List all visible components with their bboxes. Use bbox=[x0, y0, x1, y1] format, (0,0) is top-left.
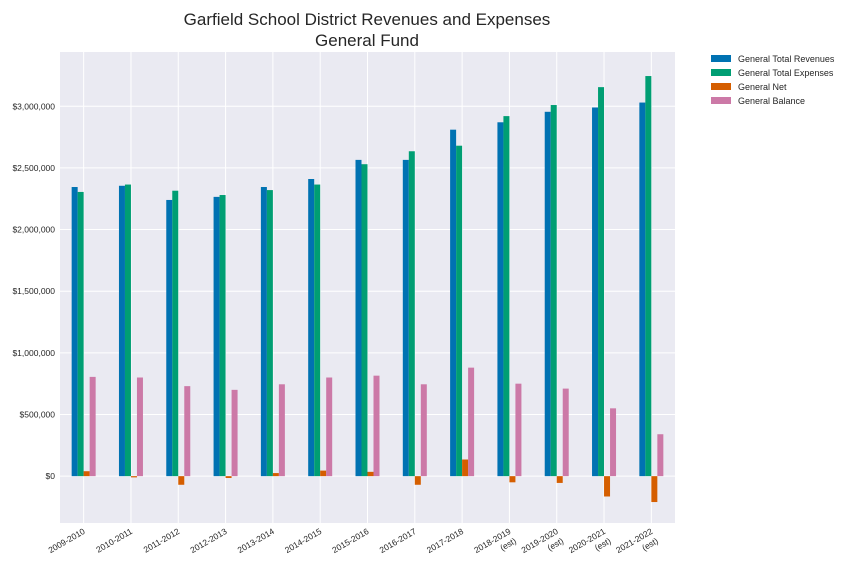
bar-general-net bbox=[83, 471, 90, 477]
x-tick-label: 2021-2022(est) bbox=[614, 526, 660, 555]
y-tick-label: $2,500,000 bbox=[12, 163, 55, 173]
y-tick-label: $500,000 bbox=[20, 409, 56, 419]
bar-general-total-expenses bbox=[266, 190, 273, 477]
bar-general-total-expenses bbox=[503, 116, 510, 477]
legend-swatch bbox=[711, 83, 731, 90]
bar-general-total-expenses bbox=[219, 195, 226, 477]
bar-general-balance bbox=[184, 386, 191, 477]
bar-general-total-expenses bbox=[172, 190, 179, 477]
bar-general-net bbox=[225, 476, 232, 478]
bars bbox=[71, 76, 664, 503]
bar-general-total-revenues bbox=[402, 159, 409, 477]
chart-title-line-1: Garfield School District Revenues and Ex… bbox=[184, 10, 551, 29]
bar-general-total-revenues bbox=[639, 102, 646, 477]
bar-general-net bbox=[272, 473, 279, 477]
bar-general-balance bbox=[515, 383, 522, 477]
bar-general-balance bbox=[420, 384, 427, 477]
bar-general-balance bbox=[468, 367, 475, 477]
bar-general-balance bbox=[610, 408, 617, 477]
bar-general-total-revenues bbox=[308, 178, 315, 477]
y-tick-label: $0 bbox=[46, 471, 56, 481]
bar-general-balance bbox=[278, 384, 285, 477]
x-tick-label: 2019-2020(est) bbox=[520, 526, 566, 555]
x-tick-label: 2016-2017 bbox=[378, 526, 418, 555]
x-tick-label-line: 2014-2015 bbox=[283, 526, 323, 555]
x-tick-label-line: 2011-2012 bbox=[142, 526, 182, 555]
x-tick-label: 2011-2012 bbox=[142, 526, 182, 555]
bar-general-total-revenues bbox=[118, 185, 125, 477]
x-tick-label: 2017-2018 bbox=[425, 526, 465, 555]
bar-general-total-expenses bbox=[456, 145, 463, 477]
chart-title-line-2: General Fund bbox=[315, 31, 419, 50]
legend[interactable]: General Total Revenues General Total Expe… bbox=[711, 54, 835, 106]
x-tick-label: 2009-2010 bbox=[46, 526, 86, 555]
x-tick-label: 2010-2011 bbox=[94, 526, 134, 555]
bar-general-balance bbox=[231, 389, 238, 477]
bar-general-net bbox=[604, 476, 611, 497]
x-tick-label-line: 2016-2017 bbox=[378, 526, 418, 555]
bar-general-total-revenues bbox=[213, 196, 220, 477]
bar-general-net bbox=[367, 471, 374, 477]
legend-swatch bbox=[711, 97, 731, 104]
bar-general-balance bbox=[657, 434, 664, 477]
y-tick-label: $1,000,000 bbox=[12, 348, 55, 358]
bar-general-net bbox=[178, 476, 185, 485]
y-tick-label: $2,000,000 bbox=[12, 225, 55, 235]
x-tick-label-line: 2017-2018 bbox=[425, 526, 465, 555]
bar-general-net bbox=[462, 459, 469, 477]
bar-general-net bbox=[651, 476, 658, 503]
bar-general-total-revenues bbox=[592, 107, 599, 477]
legend-label: General Total Revenues bbox=[738, 54, 835, 64]
legend-label: General Balance bbox=[738, 96, 805, 106]
bar-general-total-expenses bbox=[77, 191, 84, 477]
bar-general-net bbox=[509, 476, 516, 483]
x-axis-ticks: 2009-2010 2010-2011 2011-2012 2012-2013 2013… bbox=[46, 526, 660, 555]
bar-general-total-revenues bbox=[355, 159, 362, 477]
bar-general-total-expenses bbox=[124, 184, 131, 477]
legend-swatch bbox=[711, 55, 731, 62]
x-tick-label: 2012-2013 bbox=[188, 526, 228, 555]
x-tick-label: 2014-2015 bbox=[283, 526, 323, 555]
y-tick-label: $1,500,000 bbox=[12, 286, 55, 296]
y-tick-label: $3,000,000 bbox=[12, 101, 55, 111]
x-tick-label-line: 2012-2013 bbox=[188, 526, 228, 555]
bar-general-balance bbox=[373, 375, 380, 477]
x-tick-label-line: 2015-2016 bbox=[330, 526, 370, 555]
bar-general-balance bbox=[89, 376, 96, 477]
bar-general-total-expenses bbox=[598, 87, 605, 477]
bar-general-total-revenues bbox=[450, 129, 457, 477]
bar-general-balance bbox=[326, 377, 333, 477]
x-tick-label-line: 2010-2011 bbox=[94, 526, 134, 555]
bar-general-total-expenses bbox=[550, 105, 557, 477]
x-tick-label: 2020-2021(est) bbox=[567, 526, 613, 555]
legend-label: General Net bbox=[738, 82, 787, 92]
bar-general-balance bbox=[562, 388, 569, 477]
bar-general-net bbox=[414, 476, 421, 485]
bar-general-total-expenses bbox=[408, 151, 415, 477]
x-tick-label-line: 2009-2010 bbox=[46, 526, 86, 555]
legend-swatch bbox=[711, 69, 731, 76]
bar-general-total-expenses bbox=[314, 184, 321, 477]
bar-general-net bbox=[556, 476, 563, 483]
bar-general-balance bbox=[136, 377, 143, 477]
x-tick-label-line: 2013-2014 bbox=[236, 526, 276, 555]
bar-general-total-revenues bbox=[544, 111, 551, 477]
bar-general-total-revenues bbox=[260, 187, 267, 477]
x-tick-label: 2013-2014 bbox=[236, 526, 276, 555]
bar-general-total-expenses bbox=[645, 76, 652, 477]
bar-general-net bbox=[130, 476, 137, 478]
x-tick-label: 2015-2016 bbox=[330, 526, 370, 555]
bar-general-total-revenues bbox=[166, 199, 173, 477]
bar-general-total-revenues bbox=[497, 122, 504, 477]
x-tick-label: 2018-2019(est) bbox=[472, 526, 518, 555]
legend-label: General Total Expenses bbox=[738, 68, 834, 78]
bar-general-total-revenues bbox=[71, 187, 78, 477]
y-axis-ticks: $0 $500,000 $1,000,000 $1,500,000 $2,000,000… bbox=[12, 101, 55, 481]
bar-general-total-expenses bbox=[361, 164, 368, 477]
bar-general-net bbox=[320, 470, 327, 477]
